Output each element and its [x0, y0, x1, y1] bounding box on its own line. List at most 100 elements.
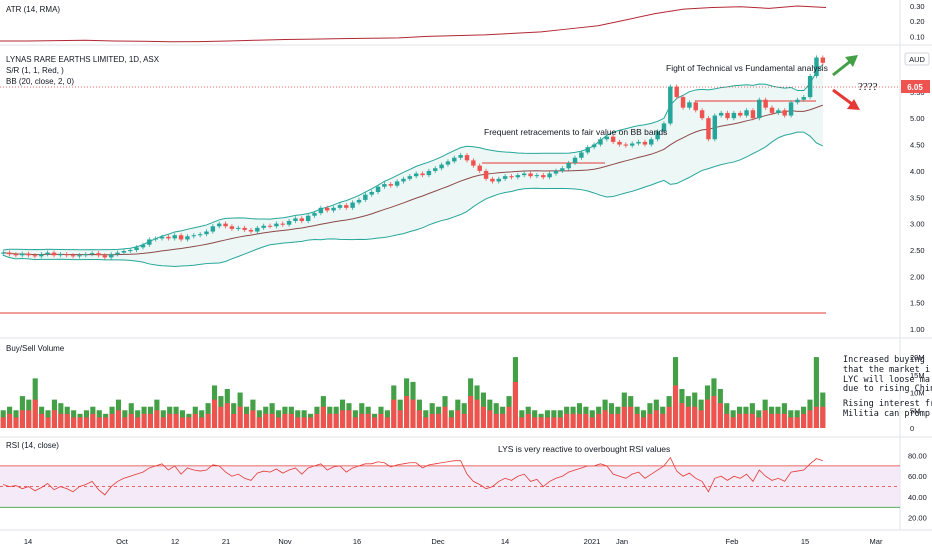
- annotation-bb-retracements: Frequent retracements to fair value on B…: [484, 127, 667, 137]
- candle-body: [115, 252, 120, 255]
- candle-body: [521, 173, 527, 176]
- candle-body: [636, 141, 641, 144]
- candle-body: [51, 252, 57, 256]
- candle-body: [185, 236, 190, 240]
- currency-badge[interactable]: [904, 52, 930, 66]
- bb-middle-line: [3, 104, 823, 256]
- sell-volume-bar: [32, 399, 38, 428]
- sell-volume-bar: [807, 410, 813, 428]
- sell-volume-bar: [692, 406, 698, 428]
- volume-axis-tick: 15M: [910, 371, 925, 380]
- candle-body: [337, 205, 343, 208]
- sell-volume-bar: [429, 413, 435, 428]
- sell-volume-bar: [711, 396, 717, 428]
- sell-volume-bar: [756, 417, 762, 428]
- volume-note-line: Increased buying: [843, 355, 925, 365]
- candle-body: [604, 136, 610, 140]
- candle-body: [426, 170, 432, 176]
- sell-volume-bar: [90, 413, 96, 428]
- candle-body: [108, 254, 114, 258]
- candle-body: [7, 252, 12, 255]
- price-axis-tick: 4.00: [910, 167, 925, 176]
- price-axis-tick: 1.00: [910, 325, 925, 334]
- candle-body: [693, 102, 698, 111]
- sell-volume-bar: [596, 413, 602, 428]
- sell-volume-bar: [525, 413, 531, 428]
- time-axis-tick: 16: [353, 537, 361, 546]
- candle-body: [452, 157, 457, 162]
- time-axis-tick: 12: [171, 537, 179, 546]
- price-axis-tick: 3.50: [910, 193, 925, 202]
- price-axis-tick: 3.00: [910, 220, 925, 229]
- sell-volume-bar: [0, 417, 6, 428]
- candle-body: [496, 178, 502, 182]
- candle-body: [623, 144, 629, 146]
- candle-body: [718, 112, 724, 116]
- price-axis-tick: 1.50: [910, 299, 925, 308]
- volume-axis-tick: 0: [910, 424, 914, 433]
- sell-volume-bar: [115, 410, 122, 428]
- candle-body: [737, 112, 743, 116]
- sell-volume-bar: [372, 417, 378, 428]
- sell-volume-bar: [147, 413, 154, 428]
- price-axis-tick: 4.50: [910, 141, 925, 150]
- candle-body: [39, 254, 44, 257]
- sell-volume-bar: [685, 406, 691, 428]
- candle-body: [20, 253, 25, 256]
- time-axis-tick: Oct: [116, 537, 129, 546]
- candle-body: [445, 161, 451, 165]
- volume-axis-tick: 20M: [910, 353, 925, 362]
- candle-body: [807, 76, 813, 98]
- time-axis-tick: Jan: [616, 537, 628, 546]
- sell-volume-bar: [666, 406, 672, 428]
- sell-volume-bar: [199, 417, 205, 428]
- candle-body: [293, 218, 298, 221]
- candle-body: [77, 255, 82, 257]
- candle-body: [585, 147, 590, 153]
- atr-axis-tick: 0.20: [910, 17, 925, 26]
- sell-volume-bar: [314, 413, 320, 428]
- candle-body: [814, 57, 819, 76]
- candle-body: [490, 178, 495, 182]
- sell-volume-bar: [96, 417, 102, 428]
- sell-volume-bar: [359, 413, 365, 428]
- time-axis-tick: Mar: [870, 537, 883, 546]
- candle-body: [58, 254, 63, 256]
- last-price-badge: [901, 80, 930, 93]
- candle-body: [464, 155, 470, 161]
- sell-volume-bar: [154, 410, 160, 428]
- candle-body: [712, 115, 718, 140]
- candle-body: [356, 199, 362, 203]
- candle-body: [64, 254, 69, 256]
- candle-body: [534, 175, 540, 177]
- candle-body: [102, 255, 108, 258]
- candle-body: [439, 164, 444, 169]
- candle-body: [528, 173, 533, 177]
- sell-volume-bar: [391, 399, 397, 428]
- sell-volume-bar: [243, 413, 250, 428]
- candle-body: [617, 141, 622, 145]
- candle-body: [515, 175, 521, 178]
- candle-body: [236, 227, 241, 229]
- candle-body: [782, 110, 787, 116]
- candle-body: [401, 178, 406, 182]
- candle-body: [216, 223, 222, 227]
- candle-body: [407, 176, 413, 179]
- price-axis-tick: 2.50: [910, 246, 925, 255]
- candle-body: [223, 223, 228, 227]
- candle-body: [312, 213, 317, 216]
- sell-volume-bar: [724, 413, 730, 428]
- price-axis-tick: 2.00: [910, 272, 925, 281]
- sell-volume-bar: [474, 399, 480, 428]
- sell-volume-bar: [634, 413, 640, 428]
- candle-body: [210, 226, 216, 232]
- candle-body: [350, 202, 355, 208]
- time-axis-tick: 15: [801, 537, 809, 546]
- volume-note-line: that the market i: [843, 365, 930, 375]
- candle-body: [649, 139, 654, 145]
- time-axis-tick: 21: [222, 537, 230, 546]
- sell-volume-bar: [346, 410, 352, 428]
- candle-body: [286, 221, 292, 225]
- candle-body: [197, 234, 203, 236]
- sell-volume-bar: [749, 413, 755, 428]
